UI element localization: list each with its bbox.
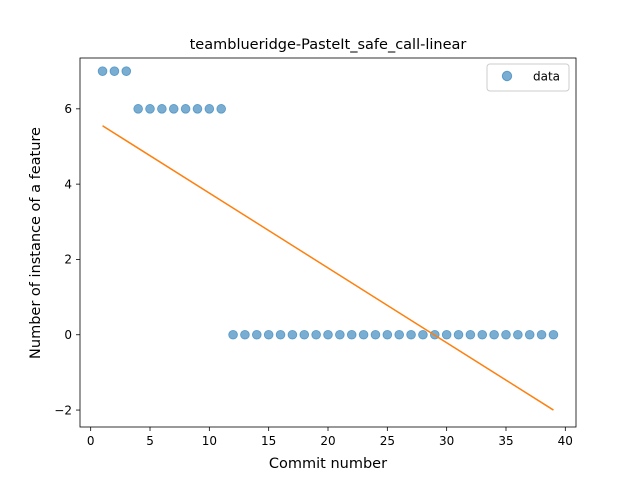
data-point <box>146 104 155 113</box>
data-point <box>134 104 143 113</box>
y-tick-label: −2 <box>54 403 72 417</box>
data-point <box>98 67 107 76</box>
data-point <box>217 104 226 113</box>
data-point <box>407 330 416 339</box>
data-point <box>288 330 297 339</box>
data-point <box>537 330 546 339</box>
data-point <box>205 104 214 113</box>
data-point <box>502 330 511 339</box>
data-point <box>264 330 273 339</box>
data-point <box>371 330 380 339</box>
data-point <box>276 330 285 339</box>
chart-title: teamblueridge-PasteIt_safe_call-linear <box>190 37 467 53</box>
data-point <box>229 330 238 339</box>
x-axis-label: Commit number <box>269 456 387 472</box>
legend: data <box>487 64 569 91</box>
data-point <box>193 104 202 113</box>
y-tick-label: 4 <box>64 177 72 191</box>
data-point <box>241 330 250 339</box>
data-point <box>252 330 261 339</box>
data-point <box>490 330 499 339</box>
x-tick-label: 10 <box>202 434 217 448</box>
x-tick-label: 20 <box>320 434 335 448</box>
x-tick-label: 30 <box>439 434 454 448</box>
data-point <box>549 330 558 339</box>
data-point <box>181 104 190 113</box>
data-point <box>359 330 368 339</box>
y-tick-label: 2 <box>64 253 72 267</box>
data-point <box>478 330 487 339</box>
y-tick-label: 0 <box>64 328 72 342</box>
x-tick-label: 5 <box>146 434 154 448</box>
legend-marker <box>502 71 511 80</box>
data-point <box>335 330 344 339</box>
data-point <box>300 330 309 339</box>
data-point <box>442 330 451 339</box>
data-point <box>347 330 356 339</box>
data-point <box>324 330 333 339</box>
legend-label-data: data <box>533 70 560 84</box>
data-point <box>110 67 119 76</box>
data-point <box>169 104 178 113</box>
data-point <box>454 330 463 339</box>
data-point <box>419 330 428 339</box>
x-tick-label: 0 <box>87 434 95 448</box>
x-tick-label: 15 <box>261 434 276 448</box>
data-point <box>395 330 404 339</box>
x-tick-label: 40 <box>558 434 573 448</box>
data-point <box>122 67 131 76</box>
data-point <box>157 104 166 113</box>
x-tick-label: 35 <box>498 434 513 448</box>
y-tick-label: 6 <box>64 102 72 116</box>
data-point <box>312 330 321 339</box>
y-axis-label: Number of instance of a feature <box>28 127 44 359</box>
data-point <box>466 330 475 339</box>
x-tick-label: 25 <box>380 434 395 448</box>
data-point <box>513 330 522 339</box>
data-point <box>383 330 392 339</box>
data-point <box>525 330 534 339</box>
